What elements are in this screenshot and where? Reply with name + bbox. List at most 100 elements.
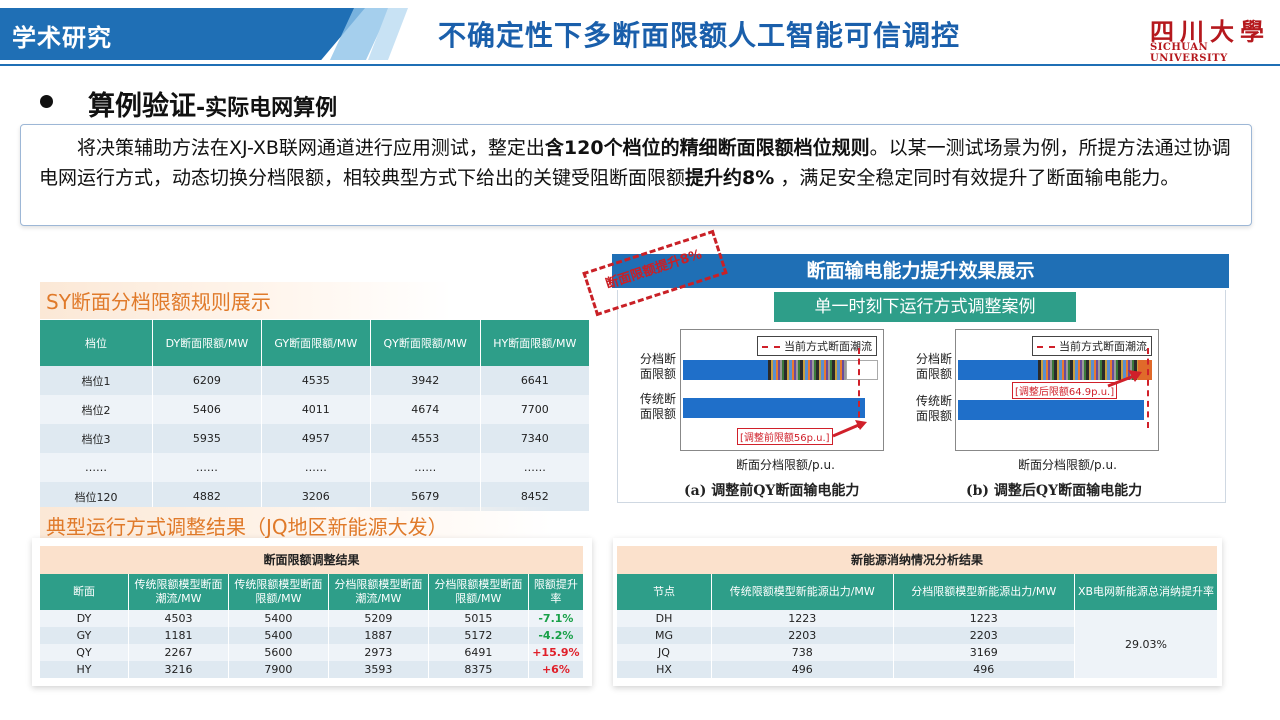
table-cell: 5400 bbox=[228, 627, 329, 644]
table-cell: 7700 bbox=[480, 395, 591, 424]
table-cell: 4882 bbox=[152, 482, 262, 511]
table-header: 分档限额模型断面限额/MW bbox=[428, 574, 529, 610]
table-cell: 档位120 bbox=[40, 482, 153, 511]
table-cell: 5679 bbox=[370, 482, 481, 511]
caption-right: (b) 调整后QY断面输电能力 bbox=[966, 483, 1143, 499]
table-cell: 5209 bbox=[328, 610, 429, 627]
section-tag: 学术研究 bbox=[12, 24, 112, 52]
intro-bold-1: 含120个档位的精细断面限额档位规则 bbox=[544, 137, 870, 159]
table-row: JQ 738 3169 bbox=[617, 644, 1218, 661]
intro-part-1: 将决策辅助方法在XJ-XB联网通道进行应用测试，整定出 bbox=[77, 137, 545, 159]
table-cell: QY bbox=[40, 644, 129, 661]
table-cell: 7340 bbox=[480, 424, 591, 453]
table-header: HY断面限额/MW bbox=[480, 320, 591, 366]
table-row: HY 3216 7900 3593 8375 +6% bbox=[40, 661, 585, 678]
table-row: ………………………… bbox=[40, 453, 591, 482]
tiered-limit-bar-tiers bbox=[768, 360, 846, 380]
tiered-limit-bar-empty bbox=[846, 360, 878, 380]
rate-cell: +15.9% bbox=[528, 644, 585, 661]
table-cell: …… bbox=[40, 453, 153, 482]
intro-box: 将决策辅助方法在XJ-XB联网通道进行应用测试，整定出含120个档位的精细断面限… bbox=[20, 124, 1252, 226]
table-header: 限额提升率 bbox=[528, 574, 585, 610]
table-cell: …… bbox=[480, 453, 591, 482]
arrow-icon bbox=[1107, 370, 1142, 388]
table-header: 断面 bbox=[40, 574, 129, 610]
table-cell: 4674 bbox=[370, 395, 481, 424]
table-header: 传统限额模型新能源出力/MW bbox=[711, 574, 894, 610]
traditional-limit-bar bbox=[958, 400, 1144, 420]
table-row: HX 496 496 bbox=[617, 661, 1218, 678]
table-cell: HY bbox=[40, 661, 129, 678]
rate-cell: -4.2% bbox=[528, 627, 585, 644]
subheading-tail: -实际电网算例 bbox=[196, 96, 338, 121]
table-cell: 496 bbox=[893, 661, 1075, 678]
bullet-icon bbox=[40, 95, 53, 108]
chart-after: 当前方式断面潮流 [调整后限额64.9p.u.] bbox=[955, 329, 1159, 451]
table-cell: 8452 bbox=[480, 482, 591, 511]
panel-title: 断面输电能力提升效果展示 bbox=[612, 254, 1229, 288]
table-cell: 4011 bbox=[261, 395, 371, 424]
table-cell: 5015 bbox=[428, 610, 529, 627]
tiered-limit-bar-tiers bbox=[1038, 360, 1138, 380]
subheading-main: 算例验证 bbox=[88, 91, 196, 122]
slide-title: 不确定性下多断面限额人工智能可信调控 bbox=[438, 19, 961, 52]
x-label-right: 断面分档限额/p.u. bbox=[1018, 458, 1117, 472]
table-cell: 5400 bbox=[228, 610, 329, 627]
table-cell: 3216 bbox=[128, 661, 229, 678]
table-cell: 5406 bbox=[152, 395, 262, 424]
table-caption: 新能源消纳情况分析结果 bbox=[617, 546, 1218, 574]
table-cell: 7900 bbox=[228, 661, 329, 678]
table-header: GY断面限额/MW bbox=[261, 320, 371, 366]
table-row: 档位1 6209 4535 3942 6641 bbox=[40, 366, 591, 395]
limit-result-panel: 断面限额调整结果 断面 传统限额模型断面潮流/MW 传统限额模型断面限额/MW … bbox=[32, 538, 592, 686]
table-cell: 738 bbox=[711, 644, 894, 661]
table-cell: DY bbox=[40, 610, 129, 627]
rate-cell: -7.1% bbox=[528, 610, 585, 627]
table-cell: 5172 bbox=[428, 627, 529, 644]
rate-cell: +6% bbox=[528, 661, 585, 678]
table-cell: 5600 bbox=[228, 644, 329, 661]
table-cell: 8375 bbox=[428, 661, 529, 678]
table-row: MG 2203 2203 bbox=[617, 627, 1218, 644]
sy-limit-table: 档位 DY断面限额/MW GY断面限额/MW QY断面限额/MW HY断面限额/… bbox=[40, 320, 591, 511]
university-logo-text: 四川大學 bbox=[1150, 17, 1270, 46]
table-cell: 4535 bbox=[261, 366, 371, 395]
current-flow-line bbox=[1147, 348, 1149, 428]
annotation-after: [调整后限额64.9p.u.] bbox=[1012, 382, 1118, 399]
table-cell: DH bbox=[617, 610, 712, 627]
dashed-line-icon bbox=[762, 346, 780, 348]
legend-label: 当前方式断面潮流 bbox=[784, 340, 872, 353]
table-header: 分档限额模型新能源出力/MW bbox=[893, 574, 1075, 610]
table-row: QY 2267 5600 2973 6491 +15.9% bbox=[40, 644, 585, 661]
intro-bold-2: 提升约8% bbox=[685, 167, 775, 189]
y-label-traditional-left: 传统断面限额 bbox=[639, 392, 676, 421]
x-label-left: 断面分档限额/p.u. bbox=[736, 458, 835, 472]
table-cell: 3593 bbox=[328, 661, 429, 678]
table-row: 档位3 5935 4957 4553 7340 bbox=[40, 424, 591, 453]
table-cell: 3206 bbox=[261, 482, 371, 511]
merged-rate-cell: 29.03% bbox=[1074, 610, 1218, 678]
table-header: 传统限额模型断面限额/MW bbox=[228, 574, 329, 610]
table-cell: 3942 bbox=[370, 366, 481, 395]
table-row: DY 4503 5400 5209 5015 -7.1% bbox=[40, 610, 585, 627]
dashed-line-icon bbox=[1037, 346, 1055, 348]
intro-text: 将决策辅助方法在XJ-XB联网通道进行应用测试，整定出含120个档位的精细断面限… bbox=[39, 133, 1239, 193]
table-cell: GY bbox=[40, 627, 129, 644]
traditional-limit-bar bbox=[683, 398, 865, 418]
table-row: DH 1223 1223 29.03% bbox=[617, 610, 1218, 678]
table-cell: …… bbox=[370, 453, 481, 482]
table-cell: 档位1 bbox=[40, 366, 153, 395]
intro-part-2: 。以某一测试场景为例，所提方法通过协调电网运行方式，动态切换分档限额，相较典型方… bbox=[39, 137, 1231, 189]
tiered-limit-bar-base bbox=[958, 360, 1038, 380]
table-cell: …… bbox=[261, 453, 371, 482]
table-cell: 6209 bbox=[152, 366, 262, 395]
header-section-band bbox=[0, 8, 365, 60]
table-header: 档位 bbox=[40, 320, 153, 366]
table-cell: 4957 bbox=[261, 424, 371, 453]
table-header: 分档限额模型断面潮流/MW bbox=[328, 574, 429, 610]
table-cell: 2203 bbox=[711, 627, 894, 644]
chart-before: 当前方式断面潮流 [调整前限额56p.u.] bbox=[680, 329, 884, 451]
annotation-before: [调整前限额56p.u.] bbox=[737, 428, 833, 445]
table-cell: 1223 bbox=[711, 610, 894, 627]
table-row: GY 1181 5400 1887 5172 -4.2% bbox=[40, 627, 585, 644]
